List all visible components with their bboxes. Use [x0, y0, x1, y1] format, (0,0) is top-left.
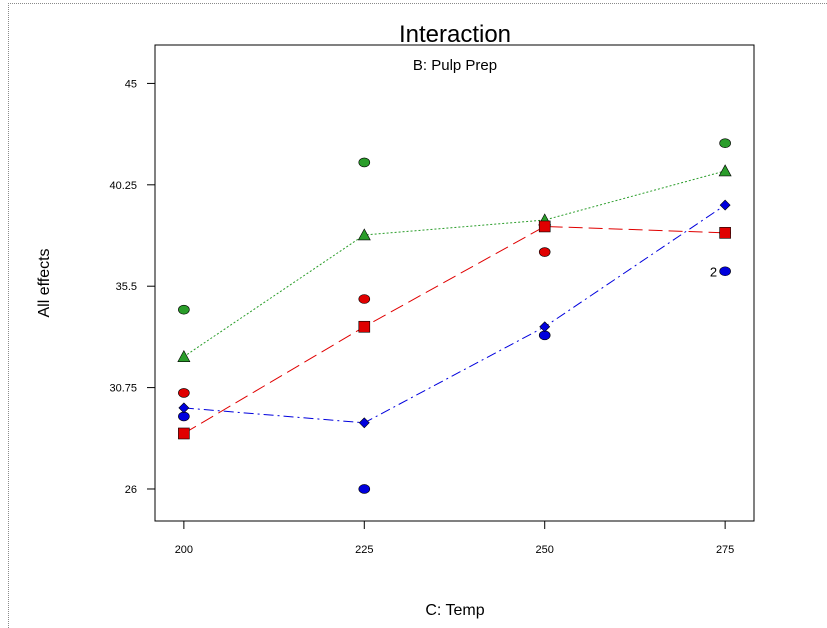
- y-tick-label: 35.5: [116, 281, 137, 293]
- observation-point: [358, 484, 371, 494]
- diamond-marker: [358, 417, 370, 429]
- triangle-marker: [718, 164, 732, 177]
- x-axis: 200 225 250 275: [175, 521, 734, 556]
- observation-point: [719, 266, 731, 277]
- observation-point: [358, 294, 371, 304]
- y-axis-label: All effects: [36, 248, 53, 317]
- series-line: [183, 225, 726, 434]
- square-marker: [358, 320, 371, 333]
- figure-frame: [8, 3, 827, 628]
- y-tick-label: 30.75: [109, 383, 137, 395]
- diamond-marker: [539, 321, 551, 333]
- y-tick-label: 26: [125, 484, 137, 496]
- plot-area: [154, 44, 755, 522]
- x-axis-label: C: Temp: [425, 602, 484, 619]
- observation-point: [358, 157, 371, 168]
- x-tick-label: 250: [536, 544, 554, 556]
- x-tick-label: 225: [355, 544, 373, 556]
- triangle-marker: [177, 350, 191, 362]
- square-marker: [538, 220, 551, 233]
- annotations: 2: [710, 264, 717, 279]
- mean-markers: [177, 164, 732, 440]
- observation-points: [178, 138, 731, 494]
- series-line: [183, 170, 726, 358]
- x-tick-label: 200: [175, 544, 193, 556]
- y-axis: 26 30.75 35.5 40.25 45: [109, 78, 155, 496]
- square-marker: [178, 427, 190, 440]
- y-tick-label: 40.25: [109, 180, 137, 192]
- observation-point: [719, 138, 731, 148]
- observation-point: [538, 247, 551, 257]
- observation-point: [178, 388, 190, 398]
- chart-title: Interaction: [399, 21, 511, 48]
- series-lines: [183, 170, 726, 434]
- diamond-marker: [719, 199, 731, 211]
- x-tick-label: 275: [716, 544, 734, 556]
- square-marker: [719, 227, 731, 239]
- chart-subtitle: B: Pulp Prep: [413, 57, 497, 74]
- triangle-marker: [357, 228, 371, 241]
- y-tick-label: 45: [125, 78, 137, 90]
- diamond-marker: [178, 402, 190, 414]
- observation-point: [178, 304, 190, 315]
- point-count-label: 2: [710, 264, 717, 279]
- series-line: [183, 204, 726, 424]
